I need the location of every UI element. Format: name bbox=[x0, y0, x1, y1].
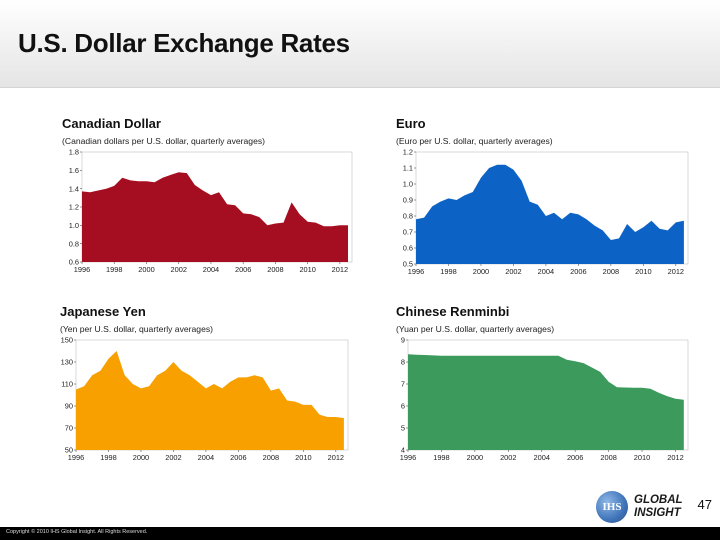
y-tick-label: 1.0 bbox=[403, 180, 413, 189]
chart-chinese-renminbi: 4 5 6 7 8 9 1996 1998 2000 2002 2004 2006 2008 2010 20… bbox=[400, 336, 689, 462]
y-tick-label: 50 bbox=[65, 446, 73, 455]
chart-title: Canadian Dollar bbox=[62, 116, 161, 131]
x-tick-label: 1998 bbox=[106, 265, 122, 274]
x-tick-label: 2002 bbox=[505, 267, 521, 276]
x-tick-label: 2002 bbox=[165, 453, 181, 462]
chart-subtitle: (Yuan per U.S. dollar, quarterly average… bbox=[396, 324, 555, 334]
y-tick-label: 0.6 bbox=[69, 258, 79, 267]
y-tick-label: 1.4 bbox=[69, 184, 79, 193]
y-tick-label: 8 bbox=[401, 358, 405, 367]
y-tick-label: 0.8 bbox=[69, 239, 79, 248]
y-tick-label: 0.8 bbox=[403, 212, 413, 221]
chart-canadian-dollar: 0.6 0.8 1.0 1.2 1.4 1.6 1.8 1996 1998 2000 2002 200… bbox=[69, 148, 353, 274]
series-area bbox=[76, 351, 344, 450]
x-tick-label: 2000 bbox=[133, 453, 149, 462]
chart-title: Euro bbox=[396, 116, 426, 131]
x-tick-label: 2010 bbox=[299, 265, 315, 274]
title-band: U.S. Dollar Exchange Rates bbox=[0, 0, 720, 88]
x-tick-label: 1996 bbox=[400, 453, 416, 462]
x-tick-label: 1998 bbox=[433, 453, 449, 462]
y-tick-label: 0.5 bbox=[403, 260, 413, 269]
chart-subtitle: (Euro per U.S. dollar, quarterly average… bbox=[396, 136, 553, 146]
y-tick-label: 110 bbox=[61, 380, 73, 389]
x-tick-label: 1996 bbox=[408, 267, 424, 276]
logo-line-1: GLOBAL bbox=[634, 494, 683, 506]
y-tick-label: 0.9 bbox=[403, 196, 413, 205]
x-tick-label: 2008 bbox=[267, 265, 283, 274]
y-tick-label: 0.7 bbox=[403, 228, 413, 237]
page-number: 47 bbox=[697, 497, 712, 512]
y-tick-label: 70 bbox=[65, 424, 73, 433]
chart-title: Chinese Renminbi bbox=[396, 304, 510, 319]
x-tick-label: 2000 bbox=[467, 453, 483, 462]
x-tick-label: 2000 bbox=[138, 265, 154, 274]
y-tick-label: 5 bbox=[401, 424, 405, 433]
chart-subtitle: (Yen per U.S. dollar, quarterly averages… bbox=[60, 324, 214, 334]
y-tick-label: 1.8 bbox=[69, 148, 79, 157]
x-tick-label: 2002 bbox=[170, 265, 186, 274]
x-tick-label: 2012 bbox=[332, 265, 348, 274]
x-tick-label: 2006 bbox=[567, 453, 583, 462]
x-tick-label: 2008 bbox=[263, 453, 279, 462]
x-tick-label: 1998 bbox=[440, 267, 456, 276]
x-tick-label: 2010 bbox=[635, 267, 651, 276]
y-tick-label: 0.6 bbox=[403, 244, 413, 253]
x-tick-label: 2008 bbox=[600, 453, 616, 462]
footer-bar: Copyright © 2010 IHS Global Insight. All… bbox=[0, 527, 720, 540]
y-tick-label: 1.0 bbox=[69, 221, 79, 230]
chart-subtitle: (Canadian dollars per U.S. dollar, quart… bbox=[62, 136, 266, 146]
y-tick-label: 1.6 bbox=[69, 166, 79, 175]
x-tick-label: 2008 bbox=[603, 267, 619, 276]
x-tick-label: 2010 bbox=[634, 453, 650, 462]
y-tick-label: 4 bbox=[401, 446, 405, 455]
x-tick-label: 2004 bbox=[538, 267, 554, 276]
y-tick-label: 9 bbox=[401, 336, 405, 345]
x-tick-label: 1998 bbox=[100, 453, 116, 462]
x-tick-label: 2012 bbox=[328, 453, 344, 462]
chart-euro: 0.5 0.6 0.7 0.8 0.9 1.0 1.1 1.2 1996 1998 2000 2002… bbox=[403, 148, 689, 276]
y-tick-label: 90 bbox=[65, 402, 73, 411]
y-tick-label: 1.1 bbox=[403, 164, 413, 173]
x-tick-label: 2010 bbox=[295, 453, 311, 462]
y-tick-label: 1.2 bbox=[403, 148, 413, 157]
x-tick-label: 2006 bbox=[230, 453, 246, 462]
x-tick-label: 2004 bbox=[534, 453, 550, 462]
series-area bbox=[408, 354, 684, 450]
ihs-logo-mark: IHS bbox=[596, 491, 628, 523]
ihs-global-insight-logo: IHS GLOBAL INSIGHT bbox=[596, 491, 716, 527]
logo-wordmark: GLOBAL INSIGHT bbox=[634, 494, 683, 520]
logo-line-2: INSIGHT bbox=[634, 507, 681, 519]
x-tick-label: 1996 bbox=[74, 265, 90, 274]
series-area bbox=[82, 172, 348, 262]
x-tick-label: 2006 bbox=[235, 265, 251, 274]
copyright-text: Copyright © 2010 IHS Global Insight. All… bbox=[6, 529, 148, 535]
x-tick-label: 2000 bbox=[473, 267, 489, 276]
x-tick-label: 2002 bbox=[500, 453, 516, 462]
y-tick-label: 6 bbox=[401, 402, 405, 411]
x-tick-label: 2004 bbox=[198, 453, 214, 462]
y-tick-label: 1.2 bbox=[69, 203, 79, 212]
y-tick-label: 7 bbox=[401, 380, 405, 389]
y-tick-label: 150 bbox=[61, 336, 73, 345]
x-tick-label: 2012 bbox=[667, 453, 683, 462]
x-tick-label: 1996 bbox=[68, 453, 84, 462]
x-tick-label: 2006 bbox=[570, 267, 586, 276]
x-tick-label: 2012 bbox=[668, 267, 684, 276]
x-tick-label: 2004 bbox=[203, 265, 219, 274]
y-tick-label: 130 bbox=[61, 358, 73, 367]
page-title: U.S. Dollar Exchange Rates bbox=[18, 28, 350, 58]
chart-title: Japanese Yen bbox=[60, 304, 146, 319]
chart-japanese-yen: 50 70 90 110 130 150 1996 1998 2000 2002 2004 2006 2… bbox=[61, 336, 349, 462]
